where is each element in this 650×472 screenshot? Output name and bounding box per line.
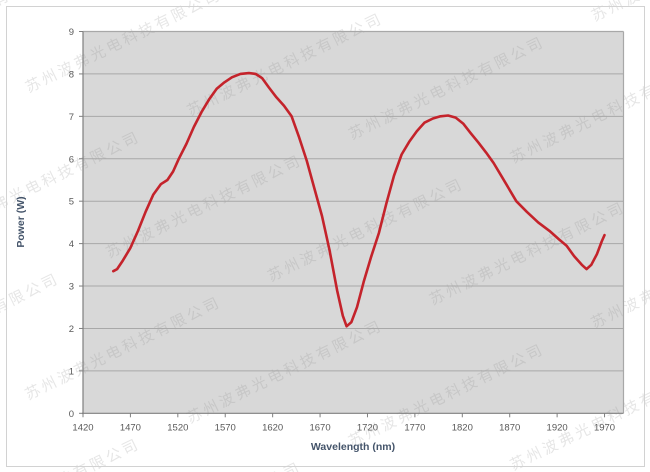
watermark-text: 苏州波弗光电科技有限公司 <box>103 459 305 472</box>
x-tick-label: 1520 <box>167 422 188 433</box>
x-tick-label: 1420 <box>72 422 93 433</box>
plot-area-bg <box>83 31 624 414</box>
y-tick-label: 8 <box>69 69 74 80</box>
x-tick-label: 1970 <box>594 422 615 433</box>
x-tick-label: 1820 <box>452 422 473 433</box>
watermark-text: 苏州波弗光电科技有限公司 <box>427 0 629 2</box>
x-axis-title: Wavelength (nm) <box>310 441 396 453</box>
watermark-text: 苏州波弗光电科技有限公司 <box>589 0 650 25</box>
y-tick-label: 9 <box>69 27 74 38</box>
x-tick-label: 1570 <box>215 422 236 433</box>
x-tick-label: 1470 <box>120 422 141 433</box>
x-tick-label: 1920 <box>547 422 568 433</box>
y-tick-label: 7 <box>69 112 74 123</box>
x-tick-label: 1720 <box>357 422 378 433</box>
y-tick-label: 6 <box>69 154 74 165</box>
x-tick-label: 1620 <box>262 422 283 433</box>
y-tick-label: 1 <box>69 366 74 377</box>
x-tick-label: 1770 <box>404 422 425 433</box>
y-axis-title: Power (W) <box>15 196 27 248</box>
watermark-text: 苏州波弗光电科技有限公司 <box>0 436 143 472</box>
power-curve <box>112 71 606 328</box>
watermark-text: 苏州波弗光电科技有限公司 <box>0 0 63 73</box>
y-tick-label: 3 <box>69 282 74 293</box>
x-tick-label: 1670 <box>309 422 330 433</box>
watermark-text: 苏州波弗光电科技有限公司 <box>0 270 62 380</box>
y-tick-label: 4 <box>69 239 74 250</box>
y-tick-label: 2 <box>69 324 74 335</box>
y-tick-label: 5 <box>69 197 74 208</box>
x-tick-label: 1870 <box>499 422 520 433</box>
y-tick-label: 0 <box>69 409 74 420</box>
